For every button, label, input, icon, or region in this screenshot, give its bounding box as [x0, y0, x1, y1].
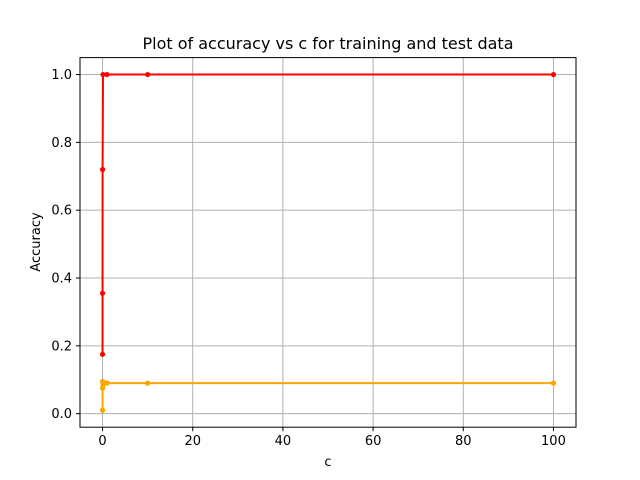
data-point-training	[99, 290, 106, 296]
data-point-test	[99, 407, 106, 413]
x-axis-label: c	[324, 455, 331, 470]
axis-ticks: 0 20 40 60 80 100 0.0 0.2 0.4 0.6 0.8 1.0	[51, 68, 566, 449]
y-tick-label: 0.4	[51, 272, 72, 287]
data-point-training	[104, 71, 110, 78]
data-point-test	[550, 380, 557, 386]
x-tick-label: 40	[275, 434, 292, 449]
y-axis-label: Accuracy	[29, 212, 44, 272]
data-point-training	[99, 351, 106, 357]
data-point-test	[100, 382, 106, 388]
series-training	[99, 71, 557, 357]
series-line-training	[101, 73, 554, 355]
x-tick-label: 100	[541, 434, 566, 449]
grid-lines	[80, 57, 576, 428]
data-series	[99, 71, 557, 413]
data-point-test	[145, 380, 151, 386]
series-test	[99, 378, 557, 413]
data-point-training	[145, 71, 151, 78]
data-point-training	[550, 71, 557, 78]
y-tick-label: 1.0	[51, 68, 72, 83]
x-tick-label: 80	[455, 434, 472, 449]
x-tick-label: 0	[98, 434, 106, 449]
y-tick-label: 0.0	[51, 407, 72, 422]
plot-frame	[79, 57, 577, 428]
x-tick-label: 20	[184, 434, 201, 449]
y-tick-label: 0.6	[51, 204, 72, 219]
series-line-test	[101, 380, 554, 411]
chart-title: Plot of accuracy vs c for training and t…	[143, 34, 514, 53]
x-tick-label: 60	[365, 434, 382, 449]
y-tick-label: 0.8	[51, 136, 72, 151]
y-tick-label: 0.2	[51, 339, 72, 354]
data-point-training	[100, 71, 106, 78]
data-point-training	[99, 166, 106, 173]
data-point-test	[104, 380, 110, 386]
